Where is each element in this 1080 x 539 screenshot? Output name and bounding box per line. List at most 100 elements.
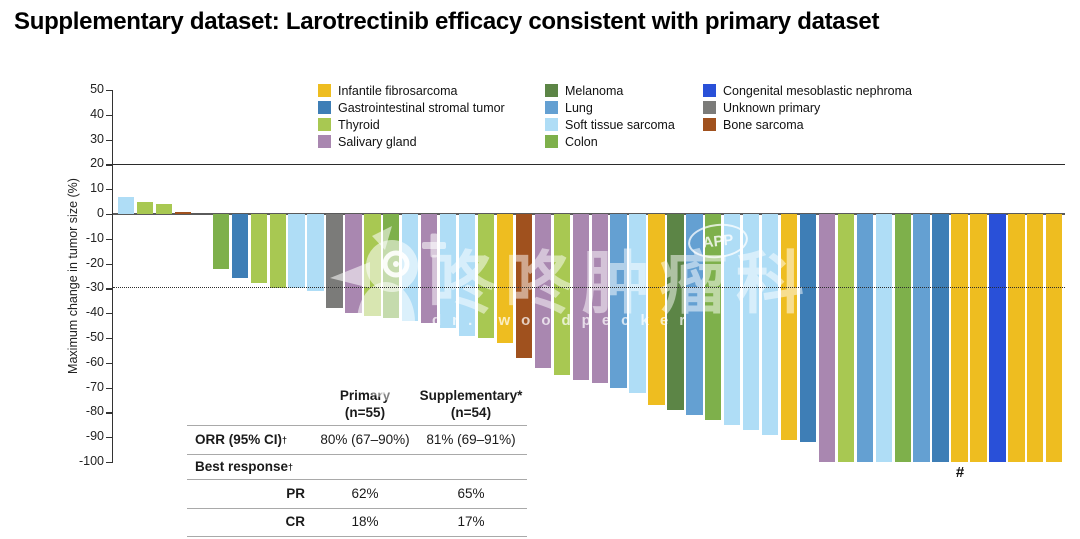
slide-title: Supplementary dataset: Larotrectinib eff… bbox=[14, 8, 880, 35]
legend-column-1: Infantile fibrosarcoma Gastrointestinal s… bbox=[318, 82, 505, 150]
pr-supplementary-value: 65% bbox=[457, 485, 485, 501]
cr-primary-value: 18% bbox=[351, 514, 379, 530]
y-axis-tick bbox=[106, 338, 112, 340]
bar-infantile bbox=[648, 214, 665, 405]
y-axis-tick bbox=[106, 387, 112, 389]
bar-lung bbox=[610, 214, 627, 388]
legend-item-salivary: Salivary gland bbox=[318, 133, 505, 150]
legend-item-unknown: Unknown primary bbox=[703, 99, 912, 116]
soft_tissue-swatch-icon bbox=[545, 118, 558, 131]
legend-label: Congenital mesoblastic nephroma bbox=[723, 83, 912, 98]
bar-thyroid bbox=[837, 214, 855, 462]
bar-soft_tissue bbox=[761, 214, 779, 435]
legend-label: Gastrointestinal stromal tumor bbox=[338, 100, 505, 115]
y-tick-label-10: 10 bbox=[90, 181, 104, 196]
best-response-primary-empty bbox=[315, 455, 415, 479]
orr-label: ORR (95% CI) † bbox=[195, 431, 288, 447]
bar-infantile bbox=[1046, 214, 1063, 462]
hash-annotation: # bbox=[955, 464, 965, 481]
table-header-empty bbox=[187, 385, 315, 425]
table-row-pr: PR 62% 65% bbox=[187, 480, 527, 509]
summary-table: Primary (n=55) Supplementary* (n=54) ORR… bbox=[187, 385, 527, 537]
bar-soft_tissue bbox=[629, 214, 646, 393]
bone-swatch-icon bbox=[703, 118, 716, 131]
bar-infantile bbox=[780, 214, 798, 440]
legend-label: Colon bbox=[565, 134, 598, 149]
legend-label: Melanoma bbox=[565, 83, 624, 98]
y-tick-label--10: -10 bbox=[85, 230, 104, 245]
y-tick-label--40: -40 bbox=[85, 305, 104, 320]
y-axis-tick bbox=[106, 214, 112, 216]
bar-infantile bbox=[1027, 214, 1044, 462]
pr-label: PR bbox=[286, 485, 305, 501]
bar-gist bbox=[231, 214, 248, 279]
y-tick-label-20: 20 bbox=[90, 156, 104, 171]
legend-label: Unknown primary bbox=[723, 100, 821, 115]
legend-item-lung: Lung bbox=[545, 99, 675, 116]
y-tick-label--70: -70 bbox=[85, 379, 104, 394]
y-axis-tick bbox=[106, 462, 112, 464]
y-tick-label--50: -50 bbox=[85, 330, 104, 344]
y-tick-label--80: -80 bbox=[85, 404, 104, 419]
y-tick-label--100: -100 bbox=[78, 454, 104, 468]
y-tick-label--60: -60 bbox=[85, 354, 104, 369]
best-response-label-text: Best response bbox=[195, 458, 289, 474]
legend-label: Lung bbox=[565, 100, 593, 115]
bar-melanoma bbox=[667, 214, 684, 410]
bar-thyroid bbox=[553, 214, 570, 376]
legend-item-soft_tissue: Soft tissue sarcoma bbox=[545, 116, 675, 133]
y-axis-tick bbox=[106, 114, 112, 117]
salivary-swatch-icon bbox=[318, 135, 331, 148]
bar-thyroid bbox=[136, 201, 154, 214]
best-response-label: Best response † bbox=[195, 458, 294, 474]
y-axis-tick bbox=[106, 238, 112, 241]
bar-thyroid bbox=[250, 214, 267, 284]
legend-item-cmn: Congenital mesoblastic nephroma bbox=[703, 82, 912, 99]
bar-thyroid bbox=[269, 214, 286, 289]
colon-swatch-icon bbox=[545, 135, 558, 148]
y-axis-tick bbox=[106, 437, 112, 439]
legend-column-3: Congenital mesoblastic nephroma Unknown p… bbox=[703, 82, 912, 133]
bar-gist bbox=[932, 214, 949, 462]
legend-item-gist: Gastrointestinal stromal tumor bbox=[318, 99, 505, 116]
gist-swatch-icon bbox=[318, 101, 331, 114]
y-axis-tick bbox=[106, 139, 112, 141]
primary-header-line1: Primary bbox=[339, 388, 391, 404]
legend-label: Bone sarcoma bbox=[723, 117, 804, 132]
table-row-orr: ORR (95% CI) † 80% (67–90%) 81% (69–91%) bbox=[187, 426, 527, 455]
bar-soft_tissue bbox=[458, 214, 476, 336]
bar-infantile bbox=[1008, 214, 1025, 462]
bar-soft_tissue bbox=[724, 214, 741, 425]
legend-label: Thyroid bbox=[338, 117, 380, 132]
best-response-supplementary-empty bbox=[415, 455, 527, 479]
bar-cmn bbox=[989, 214, 1006, 462]
bar-infantile bbox=[496, 214, 514, 343]
bar-soft_tissue bbox=[402, 214, 419, 321]
y-axis-tick bbox=[106, 412, 112, 414]
legend-label: Soft tissue sarcoma bbox=[565, 117, 675, 132]
bar-salivary bbox=[421, 214, 438, 324]
bar-colon bbox=[212, 214, 230, 269]
bar-soft_tissue bbox=[307, 214, 324, 291]
bar-lung bbox=[686, 214, 703, 415]
unknown-swatch-icon bbox=[703, 101, 716, 114]
reference-line-0 bbox=[113, 213, 1065, 215]
bar-salivary bbox=[818, 214, 836, 462]
y-axis-tick bbox=[106, 263, 112, 265]
cmn-swatch-icon bbox=[703, 84, 716, 97]
orr-label-text: ORR (95% CI) bbox=[195, 431, 283, 447]
melanoma-swatch-icon bbox=[545, 84, 558, 97]
supplementary-header-line2: (n=54) bbox=[450, 405, 492, 420]
bar-soft_tissue bbox=[743, 214, 760, 430]
orr-supplementary-value: 81% (69–91%) bbox=[426, 431, 516, 447]
bar-salivary bbox=[591, 214, 608, 383]
y-tick-label-30: 30 bbox=[90, 131, 104, 146]
y-tick-label-40: 40 bbox=[90, 106, 104, 121]
cr-label: CR bbox=[285, 514, 306, 530]
bar-soft_tissue bbox=[288, 214, 305, 289]
legend-item-bone: Bone sarcoma bbox=[703, 116, 912, 133]
y-tick-label-50: 50 bbox=[90, 82, 104, 96]
y-tick-label--20: -20 bbox=[85, 255, 104, 270]
bar-bone bbox=[515, 214, 533, 358]
